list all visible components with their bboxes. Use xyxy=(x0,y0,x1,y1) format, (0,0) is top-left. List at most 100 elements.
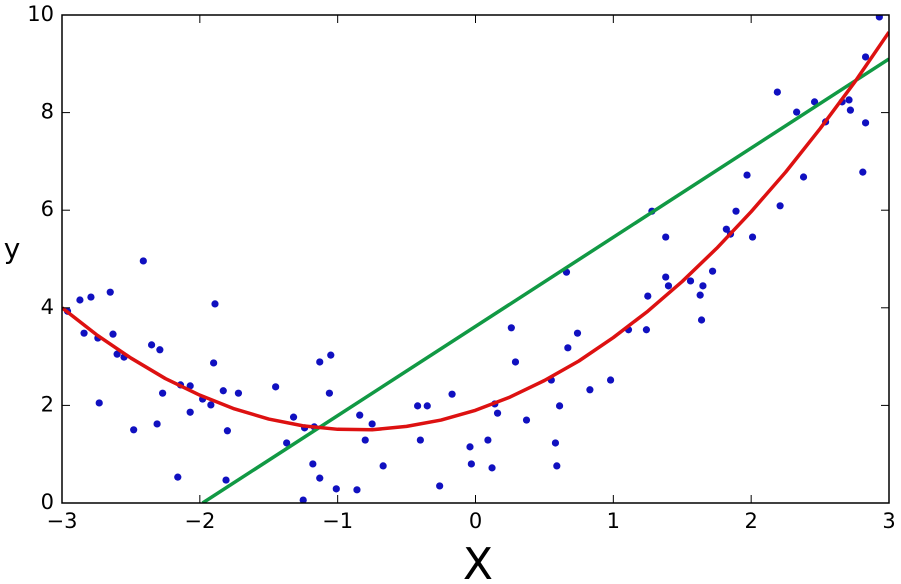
x-tick-label: −1 xyxy=(322,509,353,533)
scatter-point xyxy=(743,171,751,179)
scatter-point xyxy=(272,383,280,391)
scatter-point xyxy=(748,233,757,241)
y-tick-label: 4 xyxy=(41,295,54,319)
fit-line xyxy=(201,57,889,503)
plot-frame xyxy=(61,14,890,504)
scatter-point xyxy=(87,293,95,301)
scatter-point xyxy=(662,273,670,281)
scatter-point xyxy=(222,476,230,484)
scatter-point xyxy=(708,267,717,275)
scatter-point xyxy=(159,389,167,397)
scatter-point xyxy=(553,462,561,470)
scatter-point xyxy=(859,168,867,176)
scatter-point xyxy=(139,257,147,265)
scatter-point xyxy=(76,296,84,304)
scatter-point xyxy=(423,402,431,410)
scatter-point xyxy=(147,341,156,349)
scatter-point xyxy=(722,225,730,233)
scatter-point xyxy=(551,439,560,447)
scatter-point xyxy=(211,300,219,308)
scatter-point xyxy=(289,413,298,421)
x-tick-label: 0 xyxy=(469,509,482,533)
scatter-point xyxy=(522,416,531,424)
scatter-point xyxy=(361,436,369,444)
fit-line xyxy=(62,31,889,432)
y-tick-label: 6 xyxy=(41,197,54,221)
scatter-point xyxy=(130,426,138,434)
scatter-point xyxy=(564,344,572,352)
scatter-point xyxy=(95,399,103,407)
scatter-point xyxy=(316,358,324,366)
x-tick-label: 2 xyxy=(744,509,757,533)
scatter-point xyxy=(662,233,670,241)
scatter-point xyxy=(488,464,496,472)
scatter-point xyxy=(573,329,582,337)
scatter-point xyxy=(332,485,340,493)
scatter-point xyxy=(484,436,492,444)
scatter-point xyxy=(686,277,695,285)
scatter-point xyxy=(219,387,227,395)
scatter-point xyxy=(697,316,706,324)
scatter-point xyxy=(153,420,161,428)
scatter-point xyxy=(861,53,870,61)
scatter-point xyxy=(186,382,194,390)
scatter-point xyxy=(356,411,364,419)
scatter-point xyxy=(207,401,215,409)
scatter-point xyxy=(316,474,324,482)
scatter-point xyxy=(416,436,424,444)
scatter-point xyxy=(644,292,652,300)
scatter-point xyxy=(106,288,114,296)
scatter-point xyxy=(113,350,121,358)
scatter-point xyxy=(799,173,808,181)
scatter-point xyxy=(368,420,376,428)
x-tick-label: 3 xyxy=(882,509,895,533)
x-tick-label: −3 xyxy=(47,509,78,533)
scatter-point xyxy=(448,390,456,398)
x-axis-label: X xyxy=(463,539,493,584)
scatter-point xyxy=(732,207,740,215)
scatter-point xyxy=(875,15,883,21)
scatter-point xyxy=(234,389,243,397)
scatter-point xyxy=(664,282,673,290)
scatter-point xyxy=(414,402,422,410)
scatter-point xyxy=(210,359,218,367)
scatter-point xyxy=(555,402,564,410)
scatter-point xyxy=(80,329,88,337)
scatter-point xyxy=(507,324,515,332)
scatter-point xyxy=(586,386,594,394)
scatter-point xyxy=(846,106,855,114)
scatter-point xyxy=(511,358,520,366)
scatter-point xyxy=(299,496,307,503)
y-tick-label: 0 xyxy=(41,490,54,514)
scatter-point xyxy=(696,291,704,299)
y-tick-label: 10 xyxy=(27,2,54,26)
scatter-point xyxy=(466,443,474,451)
x-tick-label: −2 xyxy=(184,509,215,533)
scatter-point xyxy=(642,326,651,334)
y-tick-label: 2 xyxy=(41,392,54,416)
scatter-point xyxy=(327,351,335,359)
scatter-point xyxy=(606,376,615,384)
scatter-point xyxy=(379,462,387,470)
scatter-point xyxy=(773,88,781,96)
plot-area xyxy=(62,15,889,503)
scatter-point xyxy=(309,460,317,468)
scatter-point xyxy=(325,389,333,397)
scatter-point xyxy=(861,119,870,127)
scatter-point xyxy=(186,408,194,416)
y-tick-label: 8 xyxy=(41,100,54,124)
scatter-point xyxy=(174,473,182,481)
scatter-point xyxy=(353,486,361,494)
scatter-point xyxy=(156,346,164,354)
scatter-point xyxy=(283,439,291,447)
scatter-point xyxy=(810,98,819,106)
scatter-point xyxy=(845,96,853,104)
scatter-point xyxy=(793,108,801,116)
scatter-point xyxy=(436,482,444,490)
scatter-point xyxy=(109,330,117,338)
scatter-point xyxy=(467,460,475,468)
x-tick-label: 1 xyxy=(607,509,620,533)
scatter-point xyxy=(699,282,707,290)
